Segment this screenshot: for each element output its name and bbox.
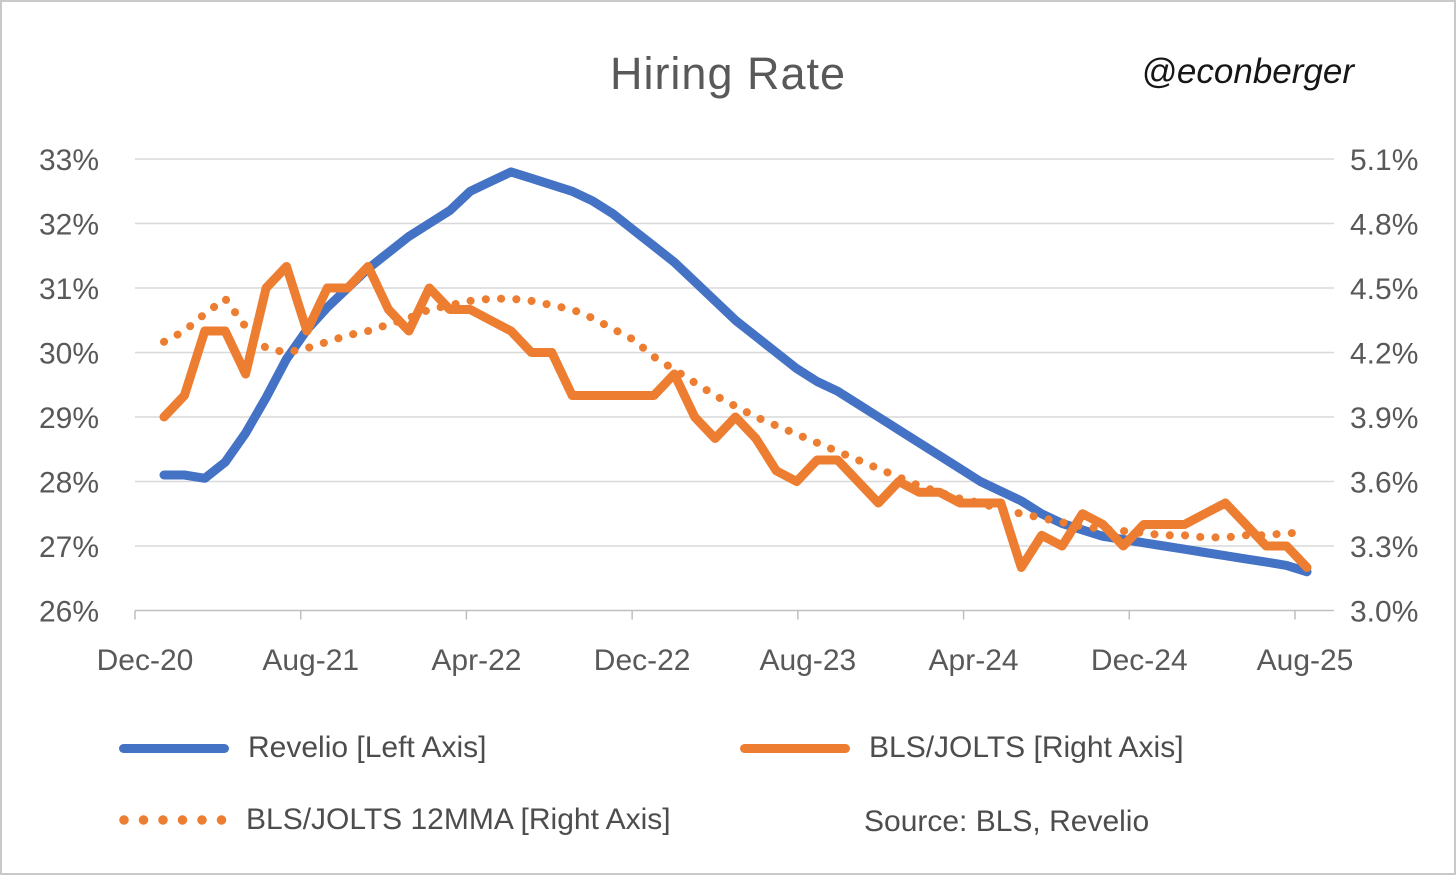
legend-label-jolts-12mma: BLS/JOLTS 12MMA [Right Axis] [246,803,671,836]
x-axis-tick-label: Apr-24 [929,644,1019,677]
left-axis-tick-label: 27% [39,531,99,564]
left-axis-tick-label: 26% [39,596,99,629]
x-axis-tick-label: Dec-24 [1091,644,1188,677]
left-axis-tick-label: 32% [39,209,99,242]
revelio-line-marker [119,743,229,753]
series-jolts [159,262,1312,572]
legend-item-revelio: Revelio [Left Axis] [119,731,486,765]
right-axis-tick-label: 3.6% [1350,467,1418,500]
legend-item-jolts: BLS/JOLTS [Right Axis] [740,731,1184,765]
series-jolts-12mma [160,294,1311,542]
right-axis-tick-label: 4.8% [1350,209,1418,242]
legend-item-jolts-12mma: BLS/JOLTS 12MMA [Right Axis] [119,803,671,837]
right-axis-tick-label: 5.1% [1350,144,1418,177]
right-axis-tick-label: 3.0% [1350,596,1418,629]
jolts-12mma-dotted-marker [119,815,227,825]
x-axis-tick-label: Dec-20 [97,644,194,677]
author-handle: @econberger [1141,52,1354,91]
legend-label-jolts: BLS/JOLTS [Right Axis] [869,731,1184,764]
x-axis-tick-label: Dec-22 [594,644,691,677]
x-axis-tick-label: Aug-21 [262,644,359,677]
chart-title: Hiring Rate [609,48,847,99]
right-axis-tick-label: 4.2% [1350,338,1418,371]
series-revelio [159,167,1312,577]
x-axis-tick-label: Aug-25 [1257,644,1354,677]
left-axis-tick-label: 30% [39,338,99,371]
left-axis-tick-label: 33% [39,144,99,177]
x-axis-tick-label: Apr-22 [431,644,521,677]
right-axis-tick-label: 3.3% [1350,531,1418,564]
legend-label-revelio: Revelio [Left Axis] [248,731,487,764]
source-note: Source: BLS, Revelio [864,805,1150,838]
right-axis-tick-label: 4.5% [1350,273,1418,306]
x-axis-tick-label: Aug-23 [759,644,856,677]
jolts-line-marker [740,743,850,753]
left-axis-tick-label: 31% [39,273,99,306]
right-axis-tick-label: 3.9% [1350,402,1418,435]
left-axis-tick-label: 28% [39,467,99,500]
left-axis-tick-label: 29% [39,402,99,435]
